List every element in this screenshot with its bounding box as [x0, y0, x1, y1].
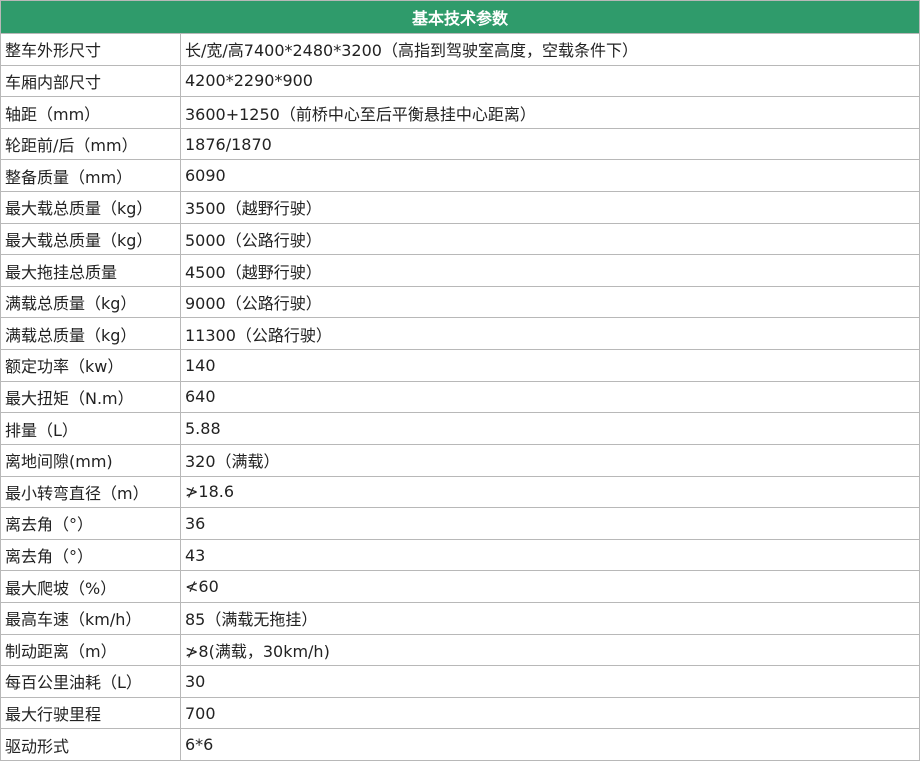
- param-name: 离去角（°）: [1, 508, 181, 540]
- param-name: 车厢内部尺寸: [1, 65, 181, 98]
- param-value: 4500（越野行驶）: [181, 255, 920, 287]
- param-name: 整车外形尺寸: [1, 34, 181, 66]
- param-value: 5000（公路行驶）: [181, 223, 920, 256]
- param-name: 最高车速（km/h）: [1, 602, 181, 635]
- param-value: 85（满载无拖挂）: [181, 602, 920, 635]
- param-value: 30: [181, 666, 920, 698]
- param-name: 排量（L）: [1, 413, 181, 445]
- param-value: 640: [181, 381, 920, 414]
- param-value: 长/宽/高7400*2480*3200（高指到驾驶室高度，空载条件下）: [181, 34, 920, 66]
- param-name: 轮距前/后（mm）: [1, 128, 181, 161]
- param-name: 制动距离（m）: [1, 634, 181, 667]
- param-value: 140: [181, 350, 920, 382]
- param-value: 1876/1870: [181, 128, 920, 161]
- param-value: 700: [181, 697, 920, 730]
- param-name: 最大拖挂总质量: [1, 255, 181, 287]
- param-name: 最大扭矩（N.m）: [1, 381, 181, 414]
- param-name: 满载总质量（kg）: [1, 318, 181, 351]
- param-name: 满载总质量（kg）: [1, 286, 181, 319]
- param-value: 9000（公路行驶）: [181, 286, 920, 319]
- param-name: 每百公里油耗（L）: [1, 666, 181, 698]
- param-value: 4200*2290*900: [181, 65, 920, 98]
- table-title: 基本技术参数: [1, 1, 920, 34]
- param-value: ≮60: [181, 571, 920, 603]
- param-name: 最大载总质量（kg）: [1, 192, 181, 224]
- param-name: 轴距（mm）: [1, 97, 181, 129]
- param-value: ≯18.6: [181, 476, 920, 509]
- param-value: 5.88: [181, 413, 920, 445]
- param-value: 3600+1250（前桥中心至后平衡悬挂中心距离）: [181, 97, 920, 129]
- param-value: 6*6: [181, 729, 920, 761]
- param-value: 3500（越野行驶）: [181, 192, 920, 224]
- param-value: 11300（公路行驶）: [181, 318, 920, 351]
- param-value: 6090: [181, 160, 920, 193]
- param-name: 最小转弯直径（m）: [1, 476, 181, 509]
- param-value: 43: [181, 539, 920, 572]
- param-value: ≯8(满载，30km/h): [181, 634, 920, 667]
- param-name: 驱动形式: [1, 729, 181, 761]
- param-name: 离去角（°）: [1, 539, 181, 572]
- param-name: 最大行驶里程: [1, 697, 181, 730]
- param-name: 最大载总质量（kg）: [1, 223, 181, 256]
- param-name: 离地间隙(mm): [1, 444, 181, 477]
- param-name: 最大爬坡（%）: [1, 571, 181, 603]
- param-value: 36: [181, 508, 920, 540]
- param-name: 整备质量（mm）: [1, 160, 181, 193]
- param-value: 320（满载）: [181, 444, 920, 477]
- param-name: 额定功率（kw）: [1, 350, 181, 382]
